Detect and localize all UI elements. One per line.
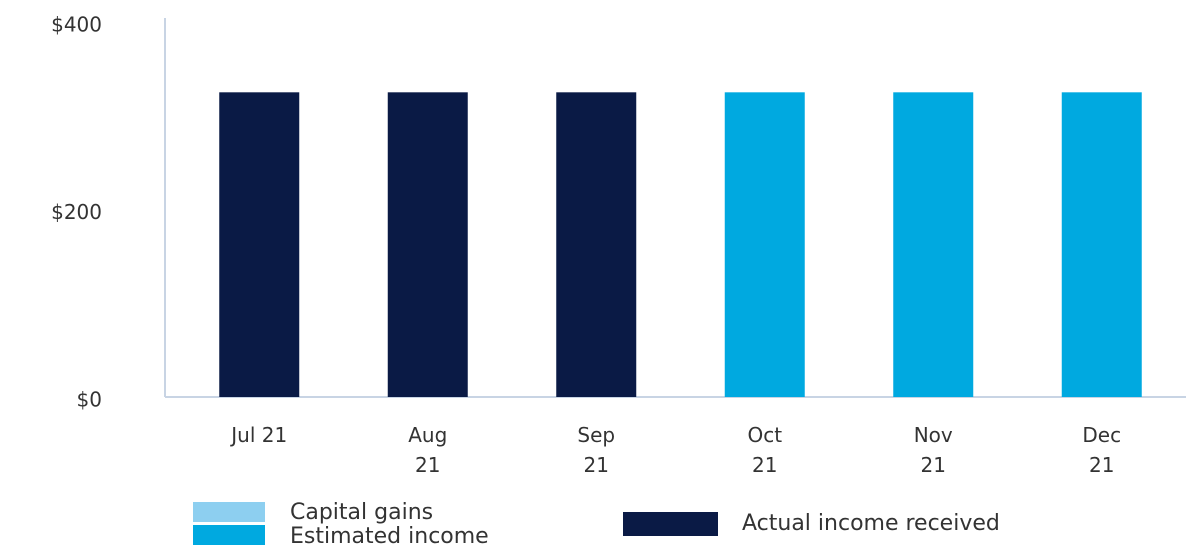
legend-label: Capital gains <box>290 500 433 525</box>
bar <box>556 92 637 397</box>
bar <box>219 92 300 397</box>
x-tick-label: Nov 21 <box>913 423 953 477</box>
bar <box>893 92 974 397</box>
bar <box>387 92 468 397</box>
legend-swatch <box>623 512 718 536</box>
y-tick-label: $200 <box>51 200 102 224</box>
x-tick-label: Sep 21 <box>577 423 616 477</box>
legend-label: Estimated income <box>290 524 489 547</box>
bar <box>1061 92 1142 397</box>
x-tick-label: Jul 21 <box>231 423 288 447</box>
x-tick-label: Oct 21 <box>747 423 783 477</box>
y-tick-label: $0 <box>77 388 102 412</box>
legend-swatch <box>193 502 265 522</box>
bar <box>724 92 805 397</box>
legend-swatch <box>193 525 265 545</box>
legend-label: Actual income received <box>742 511 1000 536</box>
x-tick-label: Dec 21 <box>1082 423 1122 477</box>
x-tick-label: Aug 21 <box>408 423 448 477</box>
y-tick-label: $400 <box>51 13 102 37</box>
